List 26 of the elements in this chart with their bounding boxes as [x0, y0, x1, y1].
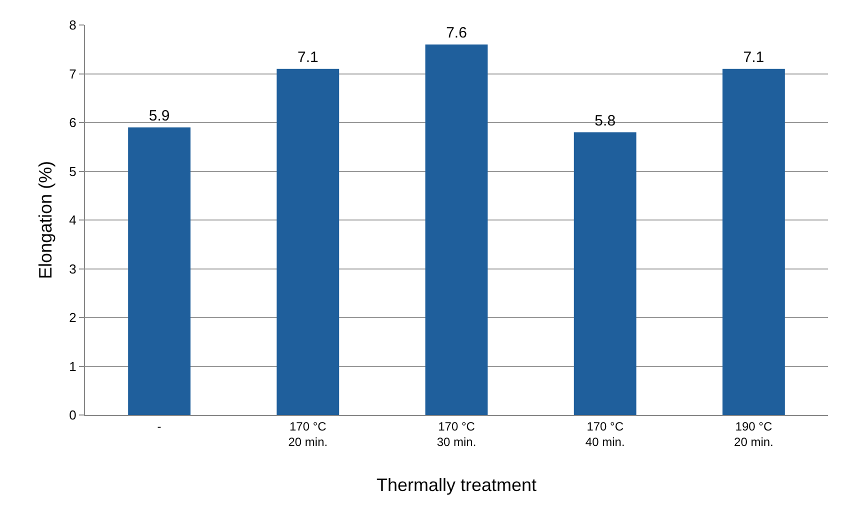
y-axis-title: Elongation (%)	[35, 160, 56, 280]
y-tick-label: 3	[69, 261, 76, 276]
data-label: 5.9	[148, 107, 170, 124]
data-label: 7.1	[743, 48, 764, 66]
y-tick-label: 6	[69, 115, 76, 130]
bar	[128, 127, 191, 415]
x-tick-label: 170 °C 20 min.	[288, 419, 328, 449]
x-tick-label: 170 °C 40 min.	[585, 419, 625, 449]
bar	[425, 44, 488, 415]
data-label: 7.6	[446, 24, 467, 42]
x-tick-label: -	[157, 419, 162, 434]
y-tick-label: 8	[69, 18, 76, 33]
y-tick-label: 7	[69, 66, 76, 82]
x-tick-label: 190 °C 20 min.	[734, 419, 774, 449]
data-label: 7.1	[297, 48, 318, 66]
y-tick-label: 0	[69, 408, 76, 423]
y-tick-label: 1	[69, 358, 76, 374]
y-tick-label: 4	[69, 212, 76, 228]
x-axis-title: Thermally treatment	[376, 475, 537, 496]
bar	[722, 68, 785, 415]
y-tick-label: 2	[69, 310, 76, 326]
bar	[574, 132, 636, 415]
x-tick-label: 170 °C 30 min.	[436, 419, 476, 449]
bar	[276, 68, 340, 415]
y-tick-label: 5	[69, 164, 76, 179]
data-label: 5.8	[594, 112, 616, 130]
